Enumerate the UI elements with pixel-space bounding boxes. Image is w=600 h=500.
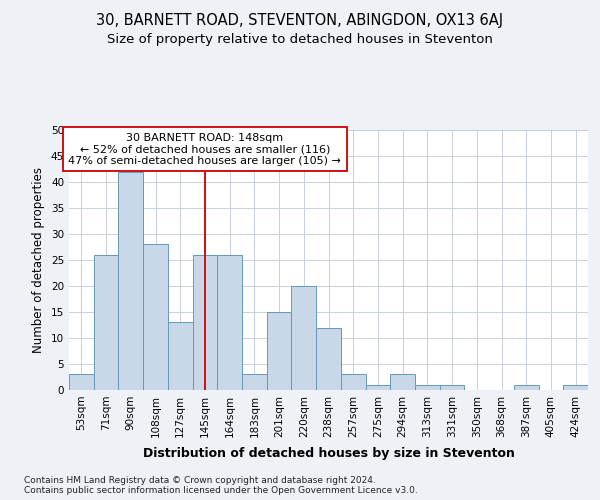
Bar: [390, 374, 415, 390]
Bar: [440, 385, 464, 390]
Text: Size of property relative to detached houses in Steventon: Size of property relative to detached ho…: [107, 32, 493, 46]
Text: 30 BARNETT ROAD: 148sqm
← 52% of detached houses are smaller (116)
47% of semi-d: 30 BARNETT ROAD: 148sqm ← 52% of detache…: [68, 132, 341, 166]
Bar: [94, 255, 118, 390]
Bar: [143, 244, 168, 390]
Bar: [514, 385, 539, 390]
Bar: [316, 328, 341, 390]
Bar: [365, 385, 390, 390]
Y-axis label: Number of detached properties: Number of detached properties: [32, 167, 46, 353]
Bar: [341, 374, 365, 390]
Bar: [69, 374, 94, 390]
Text: 30, BARNETT ROAD, STEVENTON, ABINGDON, OX13 6AJ: 30, BARNETT ROAD, STEVENTON, ABINGDON, O…: [97, 12, 503, 28]
Bar: [292, 286, 316, 390]
Text: Distribution of detached houses by size in Steventon: Distribution of detached houses by size …: [143, 448, 515, 460]
Bar: [415, 385, 440, 390]
Bar: [118, 172, 143, 390]
Text: Contains HM Land Registry data © Crown copyright and database right 2024.
Contai: Contains HM Land Registry data © Crown c…: [24, 476, 418, 496]
Bar: [168, 322, 193, 390]
Bar: [563, 385, 588, 390]
Bar: [217, 255, 242, 390]
Bar: [242, 374, 267, 390]
Bar: [267, 312, 292, 390]
Bar: [193, 255, 217, 390]
